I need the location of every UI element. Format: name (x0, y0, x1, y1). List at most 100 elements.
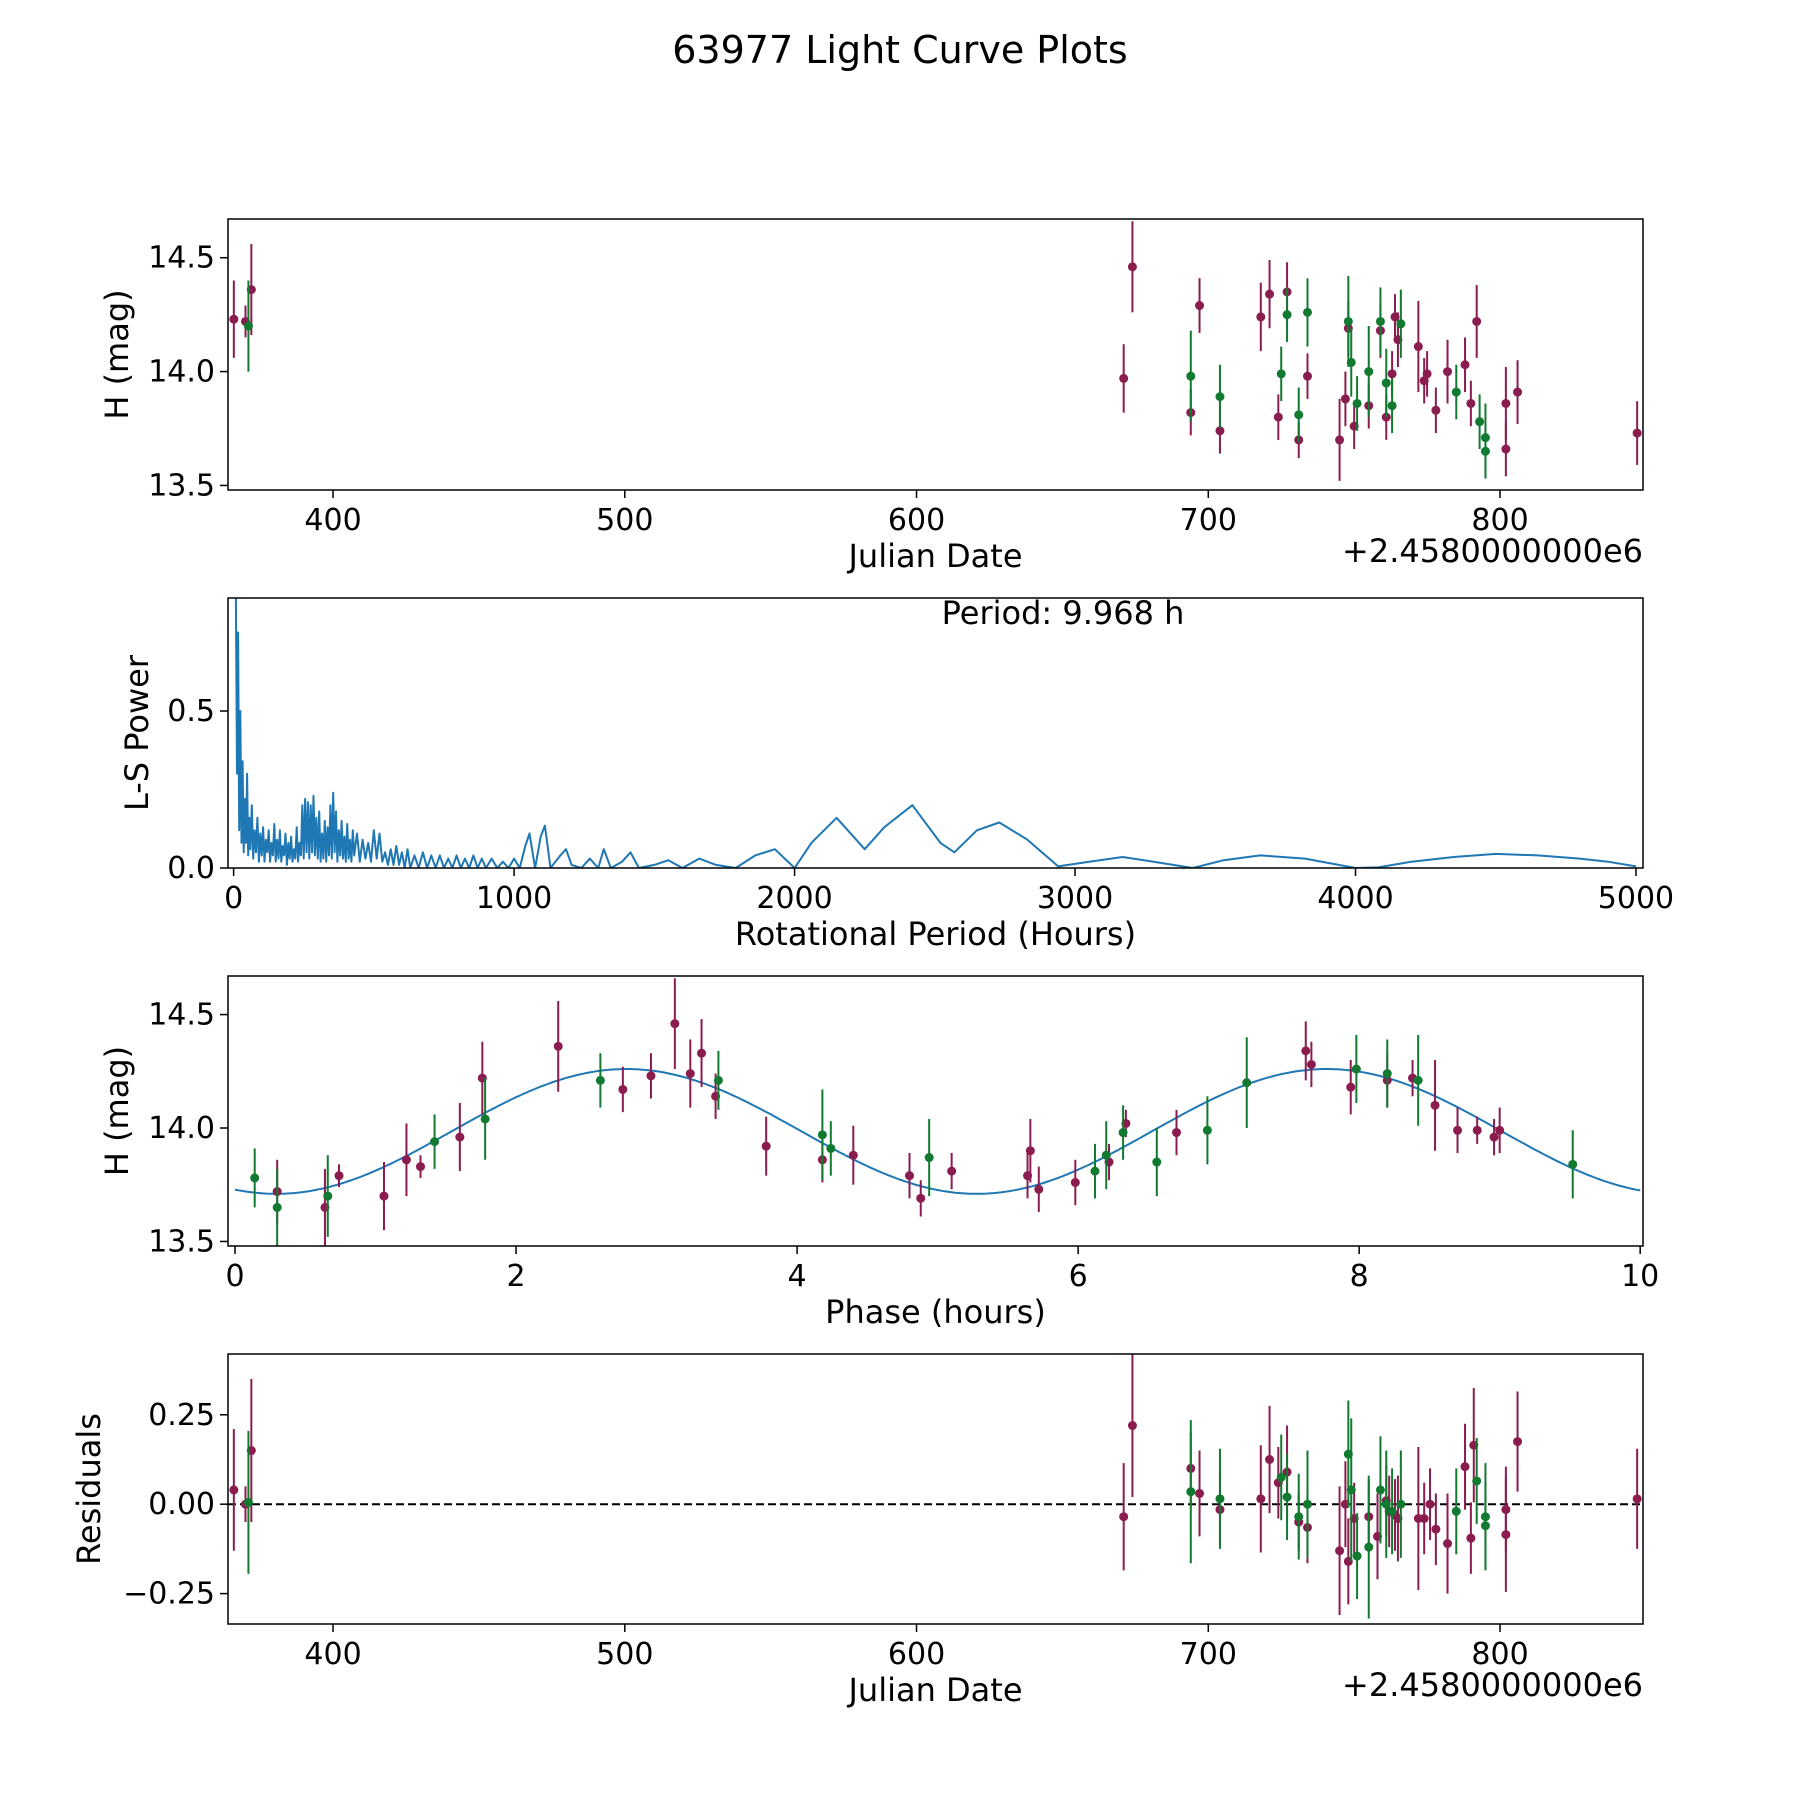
phase-x-tick-label: 10 (1621, 1259, 1659, 1294)
phase-green-point (1090, 1166, 1100, 1176)
lightcurve-green-point (1186, 371, 1196, 381)
lightcurve-magenta-point (1195, 301, 1205, 311)
phase-x-tick-label: 6 (1069, 1259, 1088, 1294)
lightcurve-magenta-point (1119, 373, 1129, 383)
residuals-green-point (1352, 1551, 1362, 1561)
phase-magenta-point (401, 1155, 411, 1165)
phase-green-point (1152, 1157, 1162, 1167)
phase-magenta-point (1171, 1128, 1181, 1138)
residuals-x-label: Julian Date (846, 1671, 1022, 1709)
lightcurve-magenta-point (1431, 405, 1441, 415)
phase-green-point (1202, 1125, 1212, 1135)
residuals-magenta-point (1265, 1454, 1275, 1464)
lightcurve-magenta-point (1501, 444, 1511, 454)
phase-y-label: H (mag) (98, 1046, 136, 1176)
phase-magenta-point (455, 1132, 465, 1142)
phase-model-curve (234, 1068, 1641, 1195)
residuals-magenta-point (1195, 1488, 1205, 1498)
phase-magenta-point (416, 1162, 426, 1172)
residuals-magenta-point (229, 1485, 239, 1495)
residuals-x-tick-label: 800 (1471, 1637, 1528, 1672)
lightcurve-green-point (1215, 392, 1225, 402)
phase-green-point (480, 1114, 490, 1124)
lightcurve-green-point (1352, 398, 1362, 408)
lightcurve-magenta-point (1127, 262, 1137, 272)
phase-green-point (713, 1075, 723, 1085)
lightcurve-x-tick-label: 800 (1471, 503, 1528, 538)
lightcurve-x-tick-label: 400 (304, 503, 361, 538)
residuals-green-point (1396, 1499, 1406, 1509)
phase-magenta-point (553, 1041, 563, 1051)
phase-green-point (430, 1137, 440, 1147)
residuals-green-point (1375, 1485, 1385, 1495)
lightcurve-x-tick-label: 600 (888, 503, 945, 538)
lightcurve-x-label: Julian Date (846, 537, 1022, 575)
periodogram-plot-area (234, 598, 1637, 868)
phase-magenta-point (1025, 1146, 1035, 1156)
phase-magenta-point (1453, 1125, 1463, 1135)
phase-green-point (1351, 1064, 1361, 1074)
lightcurve-magenta-point (229, 314, 239, 324)
phase-magenta-point (1489, 1132, 1499, 1142)
periodogram-x-tick-label: 3000 (1037, 881, 1113, 916)
residuals-magenta-point (1419, 1514, 1429, 1524)
lightcurve-green-point (1396, 319, 1406, 329)
phase-magenta-point (848, 1150, 858, 1160)
lightcurve-panel: 400 500 600 700 800 13.5 14.0 14.5 Julian Date H … (98, 218, 1644, 575)
residuals-green-point (1480, 1521, 1490, 1531)
residuals-y-tick-label: −0.25 (123, 1577, 215, 1612)
residuals-green-point (1387, 1506, 1397, 1516)
residuals-magenta-point (1431, 1524, 1441, 1534)
periodogram-y-tick-label: 0.0 (167, 851, 215, 886)
residuals-green-point (243, 1497, 253, 1507)
phase-magenta-point (379, 1191, 389, 1201)
residuals-magenta-point (1443, 1539, 1453, 1549)
phase-magenta-point (1070, 1177, 1080, 1187)
phase-magenta-point (947, 1166, 957, 1176)
phase-green-point (272, 1202, 282, 1212)
phase-x-label: Phase (hours) (825, 1293, 1046, 1331)
lightcurve-y-tick-label: 13.5 (148, 468, 215, 503)
periodogram-y-tick-label: 0.5 (167, 694, 215, 729)
phase-x-tick-label: 8 (1350, 1259, 1369, 1294)
residuals-frame (227, 1353, 1644, 1625)
residuals-magenta-point (1466, 1533, 1476, 1543)
phase-magenta-point (905, 1171, 915, 1181)
phase-y-tick-label: 14.5 (148, 998, 215, 1033)
phase-x-tick-label: 4 (788, 1259, 807, 1294)
phase-green-point (595, 1075, 605, 1085)
lightcurve-green-point (1480, 446, 1490, 456)
residuals-green-point (1282, 1492, 1292, 1502)
residuals-y-label: Residuals (70, 1413, 108, 1565)
phase-panel: 0 2 4 6 8 10 13.5 14.0 14.5 Phase (hours) H (mag) (98, 975, 1659, 1331)
residuals-magenta-point (1256, 1494, 1266, 1504)
phase-green-point (1568, 1159, 1578, 1169)
lightcurve-magenta-point (1387, 369, 1397, 379)
phase-magenta-point (1306, 1059, 1316, 1069)
residuals-y-tick-label: 0.25 (148, 1398, 215, 1433)
lightcurve-green-point (1364, 367, 1374, 377)
phase-magenta-point (1034, 1184, 1044, 1194)
residuals-magenta-point (1425, 1499, 1435, 1509)
lightcurve-x-tick-label: 700 (1180, 503, 1237, 538)
residuals-green-point (1186, 1487, 1196, 1497)
lightcurve-green-point (1276, 369, 1286, 379)
phase-plot-area (234, 978, 1641, 1246)
lightcurve-magenta-point (1302, 371, 1312, 381)
residuals-magenta-point (1632, 1494, 1642, 1504)
lightcurve-green-point (1381, 378, 1391, 388)
phase-magenta-point (334, 1171, 344, 1181)
residuals-green-point (1346, 1485, 1356, 1495)
residuals-x-tick-label: 600 (888, 1637, 945, 1672)
residuals-green-point (1294, 1512, 1304, 1522)
residuals-plot-area (228, 1354, 1643, 1619)
lightcurve-magenta-point (1265, 289, 1275, 299)
phase-magenta-point (1301, 1046, 1311, 1056)
residuals-x-tick-label: 700 (1180, 1637, 1237, 1672)
residuals-magenta-point (1513, 1437, 1523, 1447)
lightcurve-y-tick-label: 14.5 (148, 241, 215, 276)
lightcurve-magenta-point (1340, 394, 1350, 404)
phase-green-point (1242, 1078, 1252, 1088)
residuals-magenta-point (1127, 1421, 1137, 1431)
periodogram-y-label: L-S Power (118, 654, 156, 811)
